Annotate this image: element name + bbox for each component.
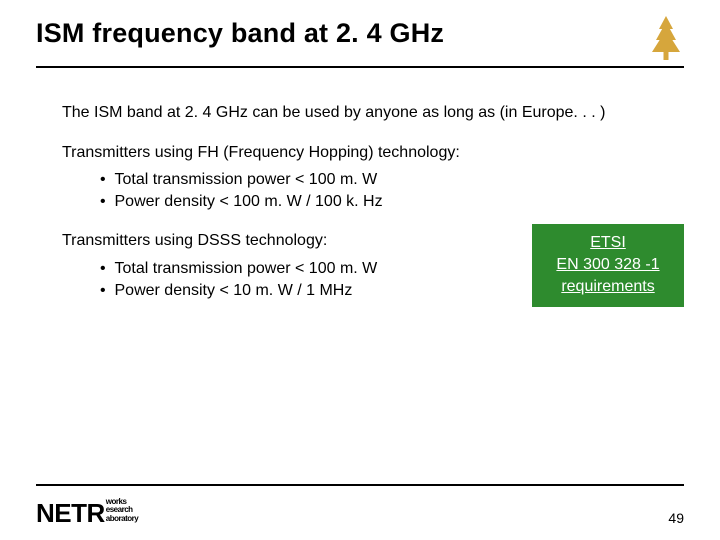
list-item: Power density < 100 m. W / 100 k. Hz [100,191,684,213]
list-item: Total transmission power < 100 m. W [100,258,508,280]
logo-text: NETR [36,500,105,526]
intro-text: The ISM band at 2. 4 GHz can be used by … [62,102,622,124]
logo-subtext: works esearch aboratory [105,498,138,526]
list-item: Power density < 10 m. W / 1 MHz [100,280,508,302]
logo-sub-line: aboratory [106,515,138,523]
page-number: 49 [668,510,684,526]
dsss-heading: Transmitters using DSSS technology: [62,230,508,252]
fh-heading: Transmitters using FH (Frequency Hopping… [62,142,684,164]
tree-icon [648,16,684,60]
logo: NETR works esearch aboratory [36,498,138,526]
dsss-row: Transmitters using DSSS technology: Tota… [62,230,684,319]
footer: NETR works esearch aboratory 49 [36,498,684,526]
badge-line: EN 300 328 -1 [548,254,668,276]
fh-bullets: Total transmission power < 100 m. W Powe… [62,169,684,212]
title-row: ISM frequency band at 2. 4 GHz [36,16,684,60]
slide: ISM frequency band at 2. 4 GHz The ISM b… [0,0,720,540]
dsss-left: Transmitters using DSSS technology: Tota… [62,230,508,319]
list-item: Total transmission power < 100 m. W [100,169,684,191]
badge-line: ETSI [548,232,668,254]
divider-bottom [36,484,684,486]
content-area: The ISM band at 2. 4 GHz can be used by … [36,68,684,319]
dsss-bullets: Total transmission power < 100 m. W Powe… [62,258,508,301]
standards-badge: ETSI EN 300 328 -1 requirements [532,224,684,307]
badge-line: requirements [548,276,668,298]
page-title: ISM frequency band at 2. 4 GHz [36,16,444,49]
